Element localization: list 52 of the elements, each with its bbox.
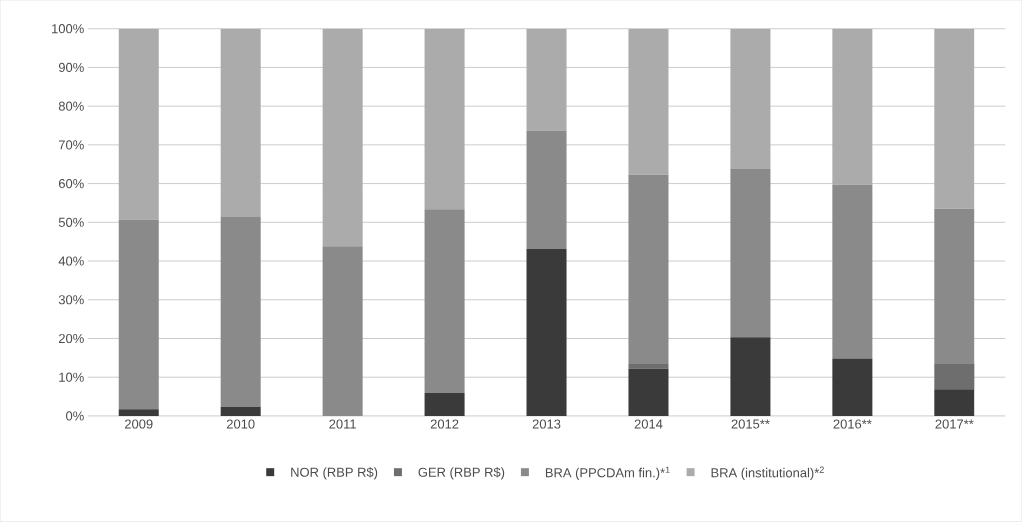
legend-label: BRA (PPCDAm fin.)*$^{1}$ (545, 466, 670, 481)
x-tick-label: 2016** (833, 419, 872, 429)
bar (934, 208, 975, 364)
y-tick-label: 20% (58, 334, 84, 344)
bar (220, 406, 261, 417)
y-tick-label: 70% (58, 140, 84, 150)
bar (832, 184, 873, 359)
y-tick-label: 0% (66, 411, 84, 421)
bar (118, 409, 159, 417)
x-tick-label: 2015** (731, 419, 770, 429)
bar (118, 28, 159, 220)
legend-label: GER (RBP R$) (418, 467, 505, 480)
bar (322, 28, 363, 247)
y-tick-label: 60% (58, 179, 84, 189)
x-tick-label: 2012 (430, 419, 459, 429)
bar (220, 217, 261, 407)
bar (220, 28, 261, 218)
bar (424, 393, 465, 417)
x-tick-label: 2011 (329, 419, 356, 429)
y-tick-label: 50% (58, 217, 84, 228)
bar (424, 28, 465, 210)
bar (628, 174, 669, 365)
bar (730, 28, 771, 170)
bar (628, 368, 669, 417)
legend-label: BRA (institutional)*$^{2}$ (711, 466, 824, 481)
y-tick-label: 40% (58, 256, 84, 266)
bar (934, 28, 975, 209)
bar (118, 219, 159, 410)
bar (730, 169, 771, 338)
bar (730, 337, 771, 417)
x-tick-label: 2017** (935, 419, 974, 429)
bar (832, 28, 873, 185)
x-tick-label: 2014 (634, 419, 663, 429)
bar (424, 209, 465, 394)
y-tick-label: 10% (59, 372, 84, 382)
bar (628, 364, 669, 369)
bar (526, 28, 567, 131)
bar (934, 363, 975, 390)
y-tick-label: 80% (58, 101, 84, 111)
x-tick-label: 2010 (226, 419, 255, 429)
y-tick-label: 30% (58, 295, 84, 305)
bar (526, 130, 567, 250)
bar (934, 389, 975, 417)
bar (322, 246, 363, 417)
y-tick-label: 100% (52, 24, 84, 34)
legend-label: NOR (RBP R$) (291, 467, 378, 480)
x-tick-label: 2013 (532, 419, 561, 429)
bar (628, 28, 669, 175)
x-tick-label: 2009 (124, 419, 153, 429)
bar (832, 358, 873, 417)
y-tick-label: 90% (58, 62, 84, 73)
bar (526, 249, 567, 417)
